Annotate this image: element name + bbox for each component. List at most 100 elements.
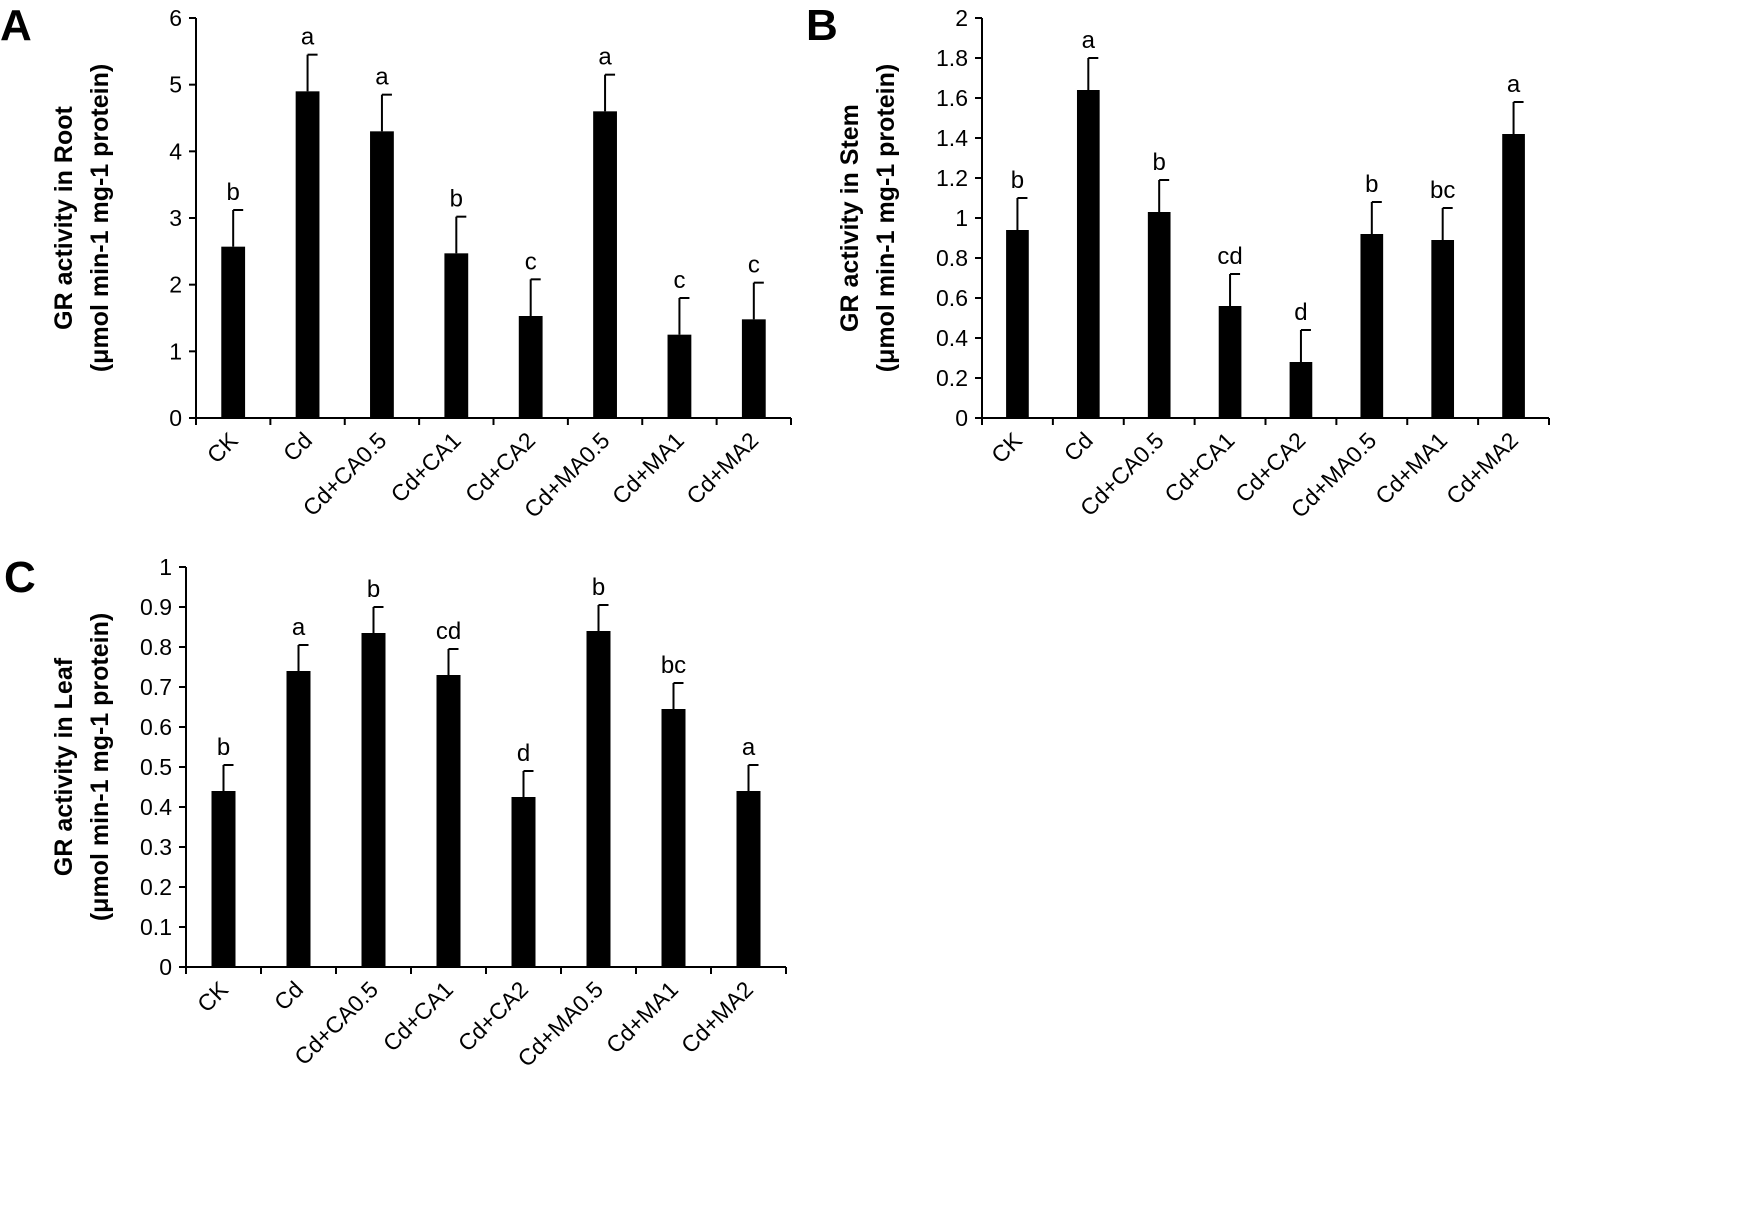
bar [221, 246, 246, 418]
bar [1289, 362, 1313, 418]
significance-letter: b [227, 179, 240, 206]
significance-letter: bc [1430, 177, 1455, 204]
y-axis-title: GR activity in Root [50, 106, 78, 330]
bar [286, 671, 311, 967]
significance-letter: c [673, 267, 685, 294]
x-tick-label: Cd+MA2 [1441, 427, 1523, 509]
bar [741, 319, 766, 418]
bar [667, 334, 692, 418]
y-tick-label: 0 [169, 405, 182, 431]
x-tick-label: Cd+CA1 [1159, 427, 1239, 507]
y-tick-label: 5 [169, 72, 182, 98]
bar [361, 633, 386, 967]
x-tick-label: Cd+MA1 [1370, 427, 1452, 509]
y-tick-label: 0.8 [140, 634, 172, 660]
significance-letter: a [301, 24, 315, 51]
significance-letter: b [217, 734, 230, 761]
panel-letter: B [806, 1, 838, 50]
y-axis-title: GR activity in Stem [836, 104, 864, 332]
y-tick-label: 1.4 [936, 125, 968, 151]
y-axis-unit: (μmol min-1 mg-1 protein) [86, 64, 114, 372]
significance-letter: bc [661, 652, 686, 679]
y-tick-label: 4 [169, 138, 182, 164]
y-tick-label: 2 [169, 272, 182, 298]
significance-letter: d [1294, 299, 1307, 326]
y-tick-label: 0.6 [140, 714, 172, 740]
bar [1360, 234, 1384, 418]
y-tick-label: 0.1 [140, 914, 172, 940]
y-tick-label: 0.7 [140, 674, 172, 700]
significance-letter: a [742, 734, 756, 761]
bar [444, 253, 469, 418]
y-tick-label: 1.8 [936, 45, 968, 71]
bar [586, 631, 611, 967]
x-tick-label: Cd [278, 427, 317, 466]
bar [1431, 240, 1455, 418]
y-tick-label: 3 [169, 205, 182, 231]
significance-letter: a [375, 64, 389, 91]
y-tick-label: 1.6 [936, 85, 968, 111]
bar [1006, 230, 1029, 418]
bar [511, 797, 536, 967]
significance-letter: b [592, 574, 605, 601]
y-tick-label: 0 [159, 954, 172, 980]
y-tick-label: 0.5 [140, 754, 172, 780]
y-tick-label: 0.2 [140, 874, 172, 900]
bar [436, 675, 461, 967]
x-tick-label: Cd+MA2 [681, 427, 763, 509]
y-tick-label: 1 [169, 338, 182, 364]
significance-letter: cd [436, 618, 461, 645]
y-tick-label: 0 [955, 405, 968, 431]
significance-letter: a [1507, 71, 1521, 98]
significance-letter: c [748, 252, 760, 279]
significance-letter: c [525, 248, 537, 275]
y-tick-label: 1 [159, 554, 172, 580]
y-tick-label: 0.4 [140, 794, 172, 820]
y-tick-label: 0.8 [936, 245, 968, 271]
significance-letter: b [1365, 171, 1378, 198]
bar [211, 791, 236, 967]
significance-letter: cd [1217, 243, 1242, 270]
y-axis-title: GR activity in Leaf [50, 657, 78, 876]
bar [661, 709, 686, 967]
y-tick-label: 2 [955, 5, 968, 31]
y-tick-label: 1.2 [936, 165, 968, 191]
significance-letter: b [1153, 149, 1166, 176]
panel-letter: C [4, 553, 36, 602]
bar [370, 131, 394, 419]
bar [295, 91, 320, 418]
y-axis-unit: (μmol min-1 mg-1 protein) [86, 613, 114, 921]
y-tick-label: 6 [169, 5, 182, 31]
x-tick-label: Cd+CA1 [378, 976, 458, 1056]
x-tick-label: CK [986, 427, 1027, 468]
x-tick-label: CK [192, 976, 233, 1017]
significance-letter: d [517, 740, 530, 767]
y-tick-label: 0.4 [936, 325, 968, 351]
y-tick-label: 0.3 [140, 834, 172, 860]
significance-letter: a [598, 44, 612, 71]
x-tick-label: Cd [1059, 427, 1098, 466]
significance-letter: b [367, 576, 380, 603]
bar [736, 791, 761, 967]
bar [1218, 306, 1242, 418]
x-tick-label: CK [202, 427, 243, 468]
x-tick-label: Cd+MA1 [607, 427, 689, 509]
bar [518, 316, 543, 418]
y-axis-unit: (μmol min-1 mg-1 protein) [872, 64, 900, 372]
panel-letter: A [0, 1, 32, 50]
x-tick-label: Cd+MA1 [601, 976, 683, 1058]
bar [1076, 90, 1100, 418]
y-tick-label: 1 [955, 205, 968, 231]
y-tick-label: 0.9 [140, 594, 172, 620]
x-tick-label: Cd [269, 976, 308, 1015]
significance-letter: b [1011, 167, 1024, 194]
bar [1502, 134, 1525, 418]
bar [1147, 212, 1171, 418]
x-tick-label: Cd+CA1 [386, 427, 466, 507]
significance-letter: a [1082, 27, 1096, 54]
bar [593, 111, 617, 418]
y-tick-label: 0.6 [936, 285, 968, 311]
chart-panel-c: C GR activity in Leaf (μmol min-1 mg-1 pro… [4, 553, 787, 1072]
significance-letter: a [292, 614, 306, 641]
